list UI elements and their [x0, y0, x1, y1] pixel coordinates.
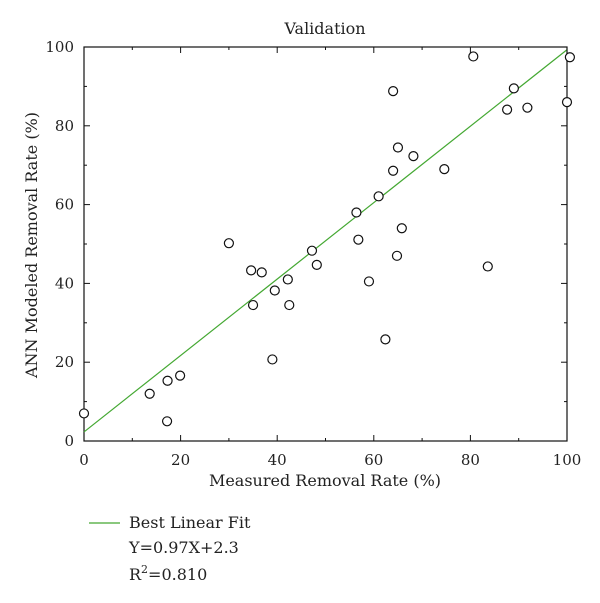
y-axis-ticks: 0 20 40 60 80 100 — [45, 38, 567, 450]
x-tick-label: 100 — [553, 451, 582, 469]
data-point — [351, 207, 362, 218]
data-point — [391, 250, 403, 261]
plot-frame — [83, 46, 568, 442]
x-tick-label: 20 — [171, 451, 190, 469]
data-point — [408, 151, 419, 162]
data-point — [482, 261, 493, 272]
points-layer — [78, 51, 575, 427]
best-fit-line — [83, 49, 568, 433]
data-point — [256, 267, 267, 278]
data-point — [373, 191, 384, 202]
data-point — [247, 299, 259, 311]
data-point — [363, 276, 375, 287]
data-point — [269, 285, 280, 296]
data-point — [564, 52, 575, 63]
y-tick-label: 20 — [55, 353, 74, 371]
data-point — [468, 51, 479, 62]
data-point — [522, 102, 533, 113]
y-tick-label: 80 — [55, 117, 74, 135]
x-tick-label: 0 — [79, 451, 89, 469]
fit-layer — [83, 49, 568, 433]
data-point — [78, 408, 90, 419]
y-tick-label: 100 — [45, 38, 74, 56]
data-point — [353, 234, 364, 245]
data-point — [380, 334, 391, 345]
x-axis-title: Measured Removal Rate (%) — [209, 471, 441, 490]
y-tick-label: 60 — [55, 196, 74, 214]
legend-r-value: =0.810 — [148, 565, 207, 584]
data-point — [502, 104, 513, 115]
x-tick-label: 40 — [268, 451, 287, 469]
data-point — [284, 299, 295, 311]
x-axis-ticks: 0 20 40 60 80 100 — [79, 47, 581, 469]
data-point — [306, 245, 318, 256]
y-tick-label: 40 — [55, 274, 74, 292]
data-point — [267, 354, 278, 365]
legend: Best Linear Fit Y=0.97X+2.3 R2=0.810 — [89, 513, 251, 584]
data-point — [144, 388, 155, 399]
legend-r-squared: R2=0.810 — [129, 563, 207, 584]
plot-area — [78, 46, 575, 442]
data-point — [246, 265, 257, 276]
data-point — [311, 259, 322, 270]
x-tick-label: 80 — [461, 451, 480, 469]
legend-r-letter: R — [129, 565, 142, 584]
legend-label-best-fit: Best Linear Fit — [129, 513, 251, 532]
data-point — [561, 97, 573, 108]
data-point — [396, 223, 407, 234]
y-axis-title: ANN Modeled Removal Rate (%) — [22, 112, 41, 379]
legend-r-superscript: 2 — [141, 563, 148, 576]
chart-title: Validation — [283, 19, 365, 38]
data-point — [175, 370, 186, 381]
data-point — [223, 238, 234, 249]
legend-equation: Y=0.97X+2.3 — [128, 538, 239, 557]
data-point — [392, 142, 404, 153]
data-point — [282, 274, 293, 285]
data-point — [388, 86, 399, 97]
data-point — [508, 83, 519, 94]
data-point — [161, 416, 173, 427]
data-point — [162, 375, 173, 386]
y-tick-label: 0 — [64, 432, 74, 450]
x-tick-label: 60 — [364, 451, 383, 469]
data-point — [388, 165, 399, 176]
data-point — [439, 164, 450, 175]
